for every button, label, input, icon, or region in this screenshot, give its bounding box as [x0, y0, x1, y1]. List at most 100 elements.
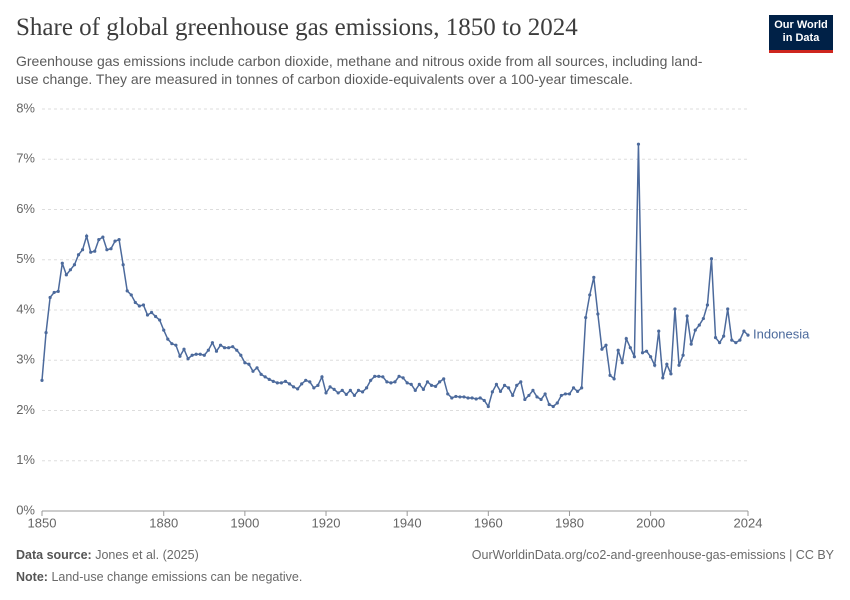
point: [218, 343, 223, 347]
point: [620, 361, 624, 365]
point: [381, 375, 385, 379]
point: [129, 293, 133, 297]
point: [227, 346, 231, 350]
point: [466, 396, 470, 400]
point: [259, 372, 263, 376]
point: [304, 378, 308, 382]
point: [137, 304, 141, 308]
point: [531, 388, 535, 392]
point: [206, 348, 210, 352]
y-tick-label: 1%: [16, 452, 35, 467]
point: [105, 248, 109, 252]
point: [231, 345, 235, 349]
chart-subtitle: Greenhouse gas emissions include carbon …: [16, 53, 703, 87]
point: [636, 142, 641, 146]
point: [543, 392, 547, 396]
x-tick-label: 1920: [312, 515, 341, 530]
point: [482, 398, 486, 403]
point: [263, 375, 267, 379]
point: [734, 341, 738, 345]
point: [48, 295, 52, 300]
point: [85, 234, 89, 238]
source: Data source: Jones et al. (2025): [16, 548, 199, 562]
point: [697, 323, 701, 327]
point: [624, 337, 628, 341]
y-tick-label: 0%: [16, 502, 35, 517]
logo[interactable]: Our World in Data: [769, 15, 833, 53]
point: [52, 290, 56, 295]
point: [502, 383, 507, 387]
point: [713, 336, 718, 340]
x-tick-label: 1980: [555, 515, 584, 530]
point: [730, 338, 734, 342]
point: [44, 331, 48, 335]
line: [41, 144, 749, 409]
point: [377, 374, 381, 378]
point: [287, 382, 292, 386]
point: [385, 380, 389, 384]
chart-title: Share of global greenhouse gas emissions…: [16, 14, 578, 41]
point: [162, 328, 166, 332]
point: [235, 348, 239, 352]
point: [149, 310, 154, 315]
point: [336, 391, 340, 395]
point: [429, 383, 434, 387]
point: [60, 261, 64, 265]
point: [612, 377, 616, 381]
point: [507, 386, 511, 390]
point: [283, 379, 288, 383]
point: [279, 381, 283, 385]
point: [438, 380, 442, 384]
point: [194, 352, 198, 356]
point: [693, 328, 697, 332]
point: [186, 357, 190, 361]
point: [746, 333, 750, 337]
point: [689, 342, 693, 346]
point: [328, 385, 332, 389]
point: [470, 396, 474, 400]
point: [267, 377, 271, 381]
logo-line: Our World: [774, 19, 828, 31]
x-tick-label: 2000: [636, 515, 665, 530]
point: [653, 363, 657, 367]
point: [360, 390, 365, 394]
point: [316, 383, 320, 387]
point: [40, 378, 44, 382]
point: [389, 381, 393, 385]
point: [409, 382, 413, 386]
point: [413, 388, 417, 392]
point: [450, 396, 454, 400]
point: [255, 366, 259, 370]
url[interactable]: OurWorldinData.org/co2-and-greenhouse-ga…: [471, 548, 834, 562]
point: [474, 397, 478, 401]
point: [705, 303, 710, 307]
point: [523, 397, 527, 402]
point: [300, 382, 304, 386]
source-text[interactable]: Jones et al. (2025): [95, 548, 199, 562]
point: [575, 389, 580, 394]
y-tick-label: 5%: [16, 251, 35, 266]
point: [72, 263, 77, 267]
point: [685, 314, 689, 318]
point: [742, 329, 746, 333]
point: [214, 349, 219, 353]
y-tick-label: 4%: [16, 301, 35, 316]
point: [405, 381, 409, 385]
x-tick-label: 2024: [734, 515, 763, 530]
point: [141, 303, 146, 307]
point: [673, 307, 677, 311]
x-tick-label: 1850: [28, 515, 57, 530]
point: [515, 383, 519, 387]
point: [324, 391, 328, 395]
point: [539, 397, 543, 402]
series-label: Indonesia: [753, 327, 810, 342]
y-tick-label: 6%: [16, 201, 35, 216]
point: [433, 384, 438, 388]
point: [80, 248, 85, 252]
note: Note: Land-use change emissions can be n…: [16, 570, 302, 584]
point: [567, 392, 572, 396]
point: [446, 392, 450, 396]
point: [555, 401, 559, 405]
point: [490, 390, 494, 394]
